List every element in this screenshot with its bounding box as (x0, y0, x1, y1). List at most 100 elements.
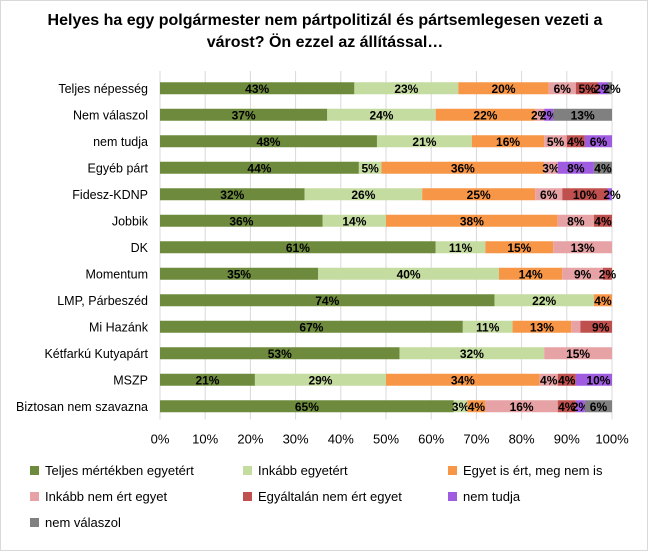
bar-segment (485, 241, 554, 254)
legend-label: Inkább nem ért egyet (45, 489, 168, 504)
category-label: Mi Hazánk (89, 320, 149, 334)
bar-segment (386, 214, 558, 227)
bar-segment (575, 373, 612, 386)
legend-swatch (30, 492, 39, 502)
bar-segment (160, 320, 463, 333)
category-label: nem tudja (93, 135, 148, 149)
bar-segment (598, 82, 608, 95)
bar-segment (453, 400, 468, 413)
bar-segment (593, 161, 612, 174)
chart-title: Helyes ha egy polgármester nem pártpolit… (47, 12, 603, 51)
bar-segment (160, 267, 319, 280)
data-label: 6% (590, 135, 608, 149)
legend-label: Egyet is ért, meg nem is (463, 463, 603, 478)
data-label: 11% (449, 241, 473, 255)
data-label: 15% (566, 347, 590, 361)
data-label: 6% (540, 188, 558, 202)
legend-swatch (30, 518, 39, 528)
data-label: 48% (256, 135, 280, 149)
legend-label: Inkább egyetért (258, 463, 348, 478)
legend-swatch (30, 466, 39, 476)
data-label: 25% (467, 188, 491, 202)
data-label: 2% (603, 82, 621, 96)
bar-segment (584, 400, 612, 413)
data-label: 6% (590, 400, 608, 414)
data-label: 10% (573, 188, 597, 202)
category-label: Nem válaszol (73, 108, 148, 122)
data-label: 14% (519, 267, 543, 281)
bar-segment (160, 214, 323, 227)
bar-segment (553, 108, 612, 121)
data-label: 40% (397, 267, 421, 281)
bar-segment (435, 241, 486, 254)
data-label: 26% (351, 188, 375, 202)
data-label: 34% (451, 373, 475, 387)
category-label: Teljes népesség (58, 82, 148, 96)
data-label: 2% (599, 267, 617, 281)
data-label: 16% (496, 135, 520, 149)
category-label: LMP, Párbeszéd (57, 294, 148, 308)
bar-segment (160, 188, 305, 201)
data-label: 20% (492, 82, 516, 96)
bar-segment (327, 108, 436, 121)
x-tick-label: 50% (373, 432, 399, 447)
data-label: 8% (567, 214, 585, 228)
x-tick-label: 70% (463, 432, 489, 447)
bar-segment (422, 188, 536, 201)
data-label: 4% (558, 400, 576, 414)
legend-item: nem válaszol (30, 514, 121, 532)
bar-segment (304, 188, 423, 201)
bar-segment (354, 82, 459, 95)
bar-segment (381, 161, 545, 174)
bar-segment (386, 373, 540, 386)
bar-segment (562, 267, 603, 280)
data-label: 9% (574, 267, 592, 281)
bar-segment (160, 82, 355, 95)
bar-segment (458, 82, 549, 95)
data-label: 35% (227, 267, 251, 281)
bar-segment (553, 241, 612, 254)
x-tick-label: 100% (595, 432, 629, 447)
data-label: 13% (571, 241, 595, 255)
legend-label: nem tudja (463, 489, 521, 504)
bar-segment (499, 267, 563, 280)
legend-item: Egyáltalán nem ért egyet (243, 488, 402, 506)
bar-segment (485, 400, 558, 413)
bar-segment (512, 320, 572, 333)
x-tick-label: 40% (328, 432, 354, 447)
bar-segment (593, 294, 612, 307)
data-label: 15% (507, 241, 531, 255)
bar-segment (435, 108, 536, 121)
data-label: 3% (542, 161, 560, 175)
data-label: 29% (308, 373, 332, 387)
bar-segment (575, 82, 599, 95)
x-tick-label: 60% (418, 432, 444, 447)
data-label: 36% (451, 161, 475, 175)
category-label: MSZP (113, 373, 148, 387)
data-label: 4% (567, 135, 585, 149)
legend-item: Egyet is ért, meg nem is (448, 462, 602, 480)
data-label: 9% (592, 320, 610, 334)
x-tick-label: 80% (509, 432, 535, 447)
category-label: Biztosan nem szavazna (16, 400, 148, 414)
data-label: 4% (594, 161, 612, 175)
bar-segment (584, 135, 612, 148)
data-label: 32% (460, 347, 484, 361)
bar-segment (539, 373, 558, 386)
data-label: 21% (195, 373, 219, 387)
bar-segment (494, 294, 594, 307)
bar-segment (535, 108, 545, 121)
bar-segment (471, 135, 545, 148)
data-label: 23% (394, 82, 418, 96)
data-label: 38% (460, 214, 484, 228)
x-tick-label: 20% (237, 432, 263, 447)
bar-segment (557, 373, 576, 386)
data-label: 67% (299, 320, 323, 334)
data-label: 4% (558, 373, 576, 387)
x-tick-label: 10% (192, 432, 218, 447)
bar-segment (562, 188, 608, 201)
data-label: 5% (362, 161, 380, 175)
data-label: 22% (532, 294, 556, 308)
data-label: 53% (268, 347, 292, 361)
